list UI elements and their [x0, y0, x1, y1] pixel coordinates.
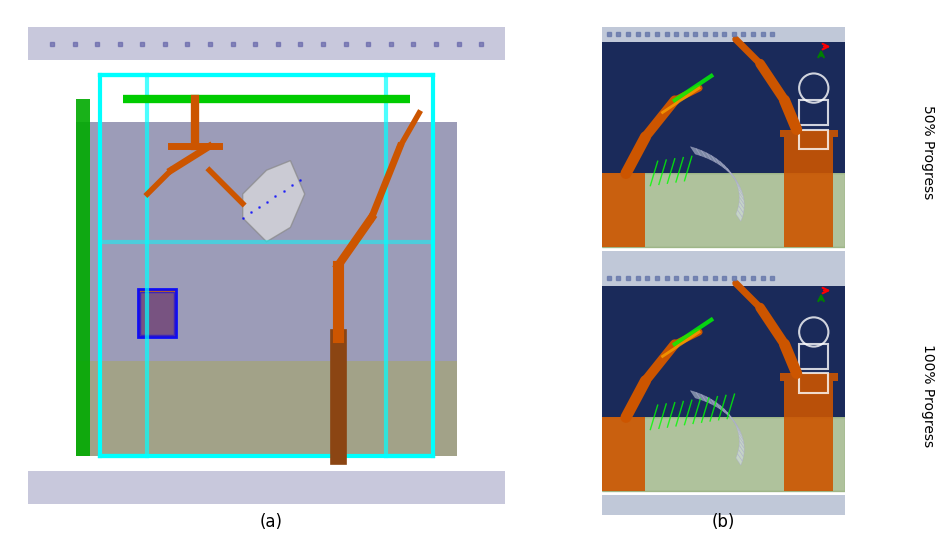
Polygon shape	[602, 417, 845, 491]
Polygon shape	[739, 192, 744, 204]
Polygon shape	[724, 165, 732, 176]
Bar	[799, 100, 828, 125]
Polygon shape	[737, 184, 744, 196]
Bar	[602, 417, 645, 491]
Bar	[784, 137, 833, 247]
Polygon shape	[702, 395, 711, 404]
Polygon shape	[696, 392, 706, 402]
Polygon shape	[716, 158, 724, 169]
Polygon shape	[737, 428, 744, 440]
Polygon shape	[690, 391, 701, 399]
Bar	[780, 373, 838, 380]
Polygon shape	[76, 122, 457, 361]
Polygon shape	[739, 197, 744, 209]
Bar	[602, 251, 845, 271]
Polygon shape	[706, 153, 716, 163]
Bar	[138, 289, 176, 337]
Bar	[140, 292, 173, 335]
Polygon shape	[702, 151, 711, 160]
Polygon shape	[730, 172, 738, 183]
Polygon shape	[738, 433, 744, 444]
Bar	[799, 130, 828, 149]
Polygon shape	[733, 420, 740, 431]
Bar	[76, 99, 90, 456]
Polygon shape	[733, 176, 740, 188]
Text: (b): (b)	[712, 513, 735, 531]
Bar	[28, 470, 506, 504]
Polygon shape	[738, 205, 744, 217]
Text: 100% Progress: 100% Progress	[922, 344, 935, 447]
Bar	[602, 271, 845, 286]
Polygon shape	[735, 180, 742, 191]
Polygon shape	[735, 424, 742, 435]
Polygon shape	[602, 173, 845, 247]
Bar	[602, 27, 845, 173]
Bar	[784, 380, 833, 491]
Polygon shape	[739, 436, 744, 448]
Polygon shape	[739, 441, 744, 453]
Polygon shape	[706, 397, 716, 406]
Polygon shape	[738, 189, 744, 200]
Bar	[602, 271, 845, 417]
Polygon shape	[696, 149, 706, 158]
Bar	[602, 173, 645, 247]
Polygon shape	[727, 168, 735, 179]
Polygon shape	[736, 210, 743, 221]
Bar	[799, 344, 828, 369]
Bar	[28, 27, 506, 61]
Polygon shape	[736, 454, 743, 465]
Bar	[602, 495, 845, 515]
Polygon shape	[730, 416, 738, 427]
Text: 50% Progress: 50% Progress	[922, 105, 935, 199]
Polygon shape	[76, 361, 457, 456]
Polygon shape	[720, 162, 728, 172]
Polygon shape	[243, 160, 305, 242]
Polygon shape	[711, 399, 721, 409]
Polygon shape	[738, 449, 744, 461]
Bar	[780, 130, 838, 137]
Polygon shape	[690, 147, 701, 156]
Polygon shape	[720, 405, 728, 416]
Bar	[799, 373, 828, 393]
Polygon shape	[739, 201, 744, 213]
Bar	[602, 27, 845, 42]
Polygon shape	[716, 402, 724, 412]
Polygon shape	[724, 409, 732, 420]
Polygon shape	[711, 156, 721, 165]
Polygon shape	[739, 445, 744, 457]
Polygon shape	[727, 412, 735, 423]
Text: (a): (a)	[260, 513, 283, 531]
